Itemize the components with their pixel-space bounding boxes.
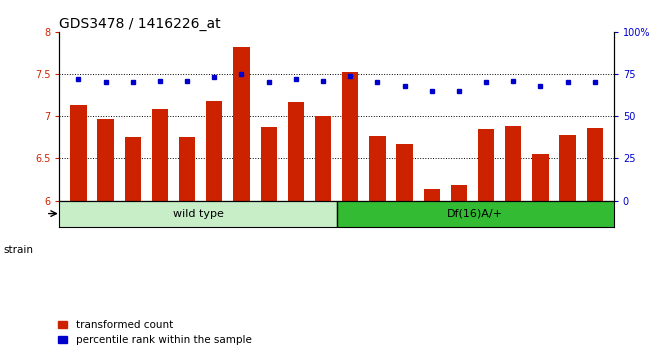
- Bar: [587, 128, 603, 201]
- Bar: [288, 102, 304, 201]
- Bar: [337, 201, 614, 227]
- Bar: [125, 137, 141, 201]
- Bar: [505, 126, 521, 201]
- Bar: [206, 101, 222, 201]
- Bar: [451, 184, 467, 201]
- Bar: [179, 137, 195, 201]
- Bar: [532, 154, 548, 201]
- Bar: [152, 109, 168, 201]
- Bar: [261, 127, 277, 201]
- Legend: transformed count, percentile rank within the sample: transformed count, percentile rank withi…: [58, 320, 251, 345]
- Bar: [369, 136, 385, 201]
- Bar: [315, 116, 331, 201]
- Bar: [234, 47, 249, 201]
- Bar: [59, 201, 337, 227]
- Text: wild type: wild type: [172, 209, 224, 218]
- Bar: [342, 72, 358, 201]
- Bar: [70, 105, 86, 201]
- Text: Df(16)A/+: Df(16)A/+: [447, 209, 503, 218]
- Bar: [424, 189, 440, 201]
- Text: GDS3478 / 1416226_at: GDS3478 / 1416226_at: [59, 17, 221, 31]
- Bar: [560, 135, 576, 201]
- Text: strain: strain: [3, 245, 33, 255]
- Bar: [397, 144, 412, 201]
- Bar: [98, 119, 114, 201]
- Bar: [478, 129, 494, 201]
